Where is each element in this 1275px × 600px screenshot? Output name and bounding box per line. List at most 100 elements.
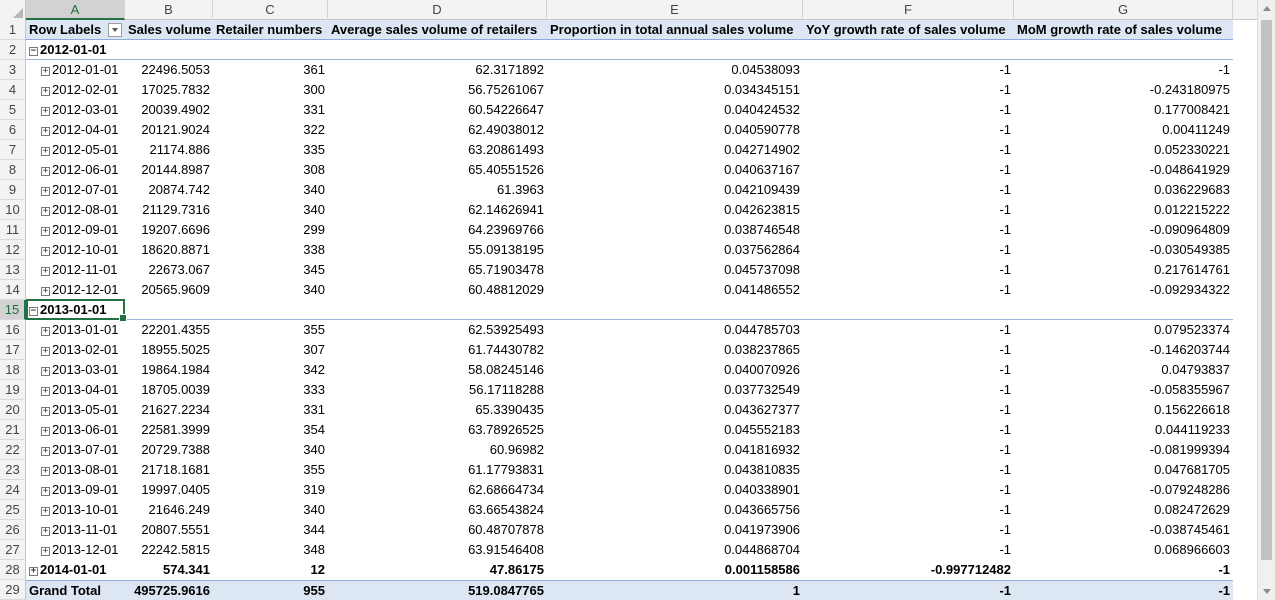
cell-retailer-numbers[interactable]: 338 [303,242,325,257]
row-label-cell[interactable]: +2013-04-01 [26,380,125,400]
row-label-cell[interactable]: +2013-01-01 [26,320,125,340]
cell-sales-volume[interactable]: 20565.9609 [141,282,210,297]
cell-average-sales[interactable]: 62.3171892 [475,62,544,77]
cell-mom-growth[interactable]: 0.00411249 [1162,122,1230,137]
select-all-corner[interactable] [0,0,26,20]
cell-sales-volume[interactable]: 574.341 [163,562,210,577]
cell-sales-volume[interactable]: 17025.7832 [141,82,210,97]
row-number[interactable]: 9 [0,180,26,200]
cell-sales-volume[interactable]: 495725.9616 [134,583,210,598]
cell-mom-growth[interactable]: -0.030549385 [1149,242,1230,257]
cell-average-sales[interactable]: 65.40551526 [468,162,544,177]
row-label-cell[interactable]: +2012-02-01 [26,80,125,100]
cell-sales-volume[interactable]: 20729.7388 [141,442,210,457]
row-number[interactable]: 22 [0,440,26,460]
column-header-e[interactable]: E [547,0,803,20]
row-number[interactable]: 24 [0,480,26,500]
row-number[interactable]: 13 [0,260,26,280]
row-label-cell[interactable]: +2012-01-01 [26,60,125,80]
cell-retailer-numbers[interactable]: 333 [303,382,325,397]
expand-toggle-icon[interactable]: + [41,206,50,216]
cell-proportion[interactable]: 0.042714902 [724,142,800,157]
cell-yoy-growth[interactable]: -1 [999,402,1011,417]
cell-sales-volume[interactable]: 20807.5551 [141,522,210,537]
cell-mom-growth[interactable]: -0.048641929 [1149,162,1230,177]
cell-mom-growth[interactable]: 0.217614761 [1154,262,1230,277]
cell-average-sales[interactable]: 61.3963 [497,182,544,197]
expand-toggle-icon[interactable]: + [41,146,50,156]
cell-average-sales[interactable]: 62.53925493 [468,322,544,337]
cell-average-sales[interactable]: 65.71903478 [468,262,544,277]
row-number[interactable]: 29 [0,580,26,600]
row-number[interactable]: 20 [0,400,26,420]
column-header-g[interactable]: G [1014,0,1233,20]
cell-average-sales[interactable]: 61.74430782 [468,342,544,357]
cell-mom-growth[interactable]: -0.079248286 [1149,482,1230,497]
cell-proportion[interactable]: 0.041973906 [724,522,800,537]
cell-retailer-numbers[interactable]: 342 [303,362,325,377]
cell-retailer-numbers[interactable]: 348 [303,542,325,557]
expand-toggle-icon[interactable]: + [41,66,50,76]
row-number[interactable]: 14 [0,280,26,300]
cell-yoy-growth[interactable]: -1 [999,502,1011,517]
cell-average-sales[interactable]: 62.14626941 [468,202,544,217]
row-number[interactable]: 3 [0,60,26,80]
row-number[interactable]: 11 [0,220,26,240]
cell-sales-volume[interactable]: 18620.8871 [141,242,210,257]
expand-toggle-icon[interactable]: + [41,326,50,336]
cell-average-sales[interactable]: 56.75261067 [468,82,544,97]
expand-toggle-icon[interactable]: + [29,566,38,576]
cell-mom-growth[interactable]: -0.058355967 [1149,382,1230,397]
cell-average-sales[interactable]: 55.09138195 [468,242,544,257]
expand-toggle-icon[interactable]: + [41,406,50,416]
cell-mom-growth[interactable]: -0.081999394 [1149,442,1230,457]
cell-mom-growth[interactable]: -0.092934322 [1149,282,1230,297]
cell-mom-growth[interactable]: -0.038745461 [1149,522,1230,537]
cell-retailer-numbers[interactable]: 12 [310,562,325,577]
cell-retailer-numbers[interactable]: 331 [303,102,325,117]
row-labels-header[interactable]: Row Labels [26,20,125,40]
cell-sales-volume[interactable]: 21627.2234 [141,402,210,417]
row-label-cell[interactable]: +2012-12-01 [26,280,125,300]
cell-retailer-numbers[interactable]: 340 [303,442,325,457]
row-number[interactable]: 5 [0,100,26,120]
cell-mom-growth[interactable]: -1 [1218,562,1230,577]
expand-toggle-icon[interactable]: + [41,366,50,376]
cell-sales-volume[interactable]: 22673.067 [148,262,210,277]
column-header-c[interactable]: C [213,0,328,20]
cell-mom-growth[interactable]: 0.082472629 [1154,502,1230,517]
cell-retailer-numbers[interactable]: 319 [303,482,325,497]
cell-proportion[interactable]: 0.043665756 [724,502,800,517]
cell-proportion[interactable]: 0.04538093 [731,62,800,77]
cell-average-sales[interactable]: 62.49038012 [468,122,544,137]
cell-proportion[interactable]: 0.044868704 [724,542,800,557]
cell-mom-growth[interactable]: -1 [1218,62,1230,77]
row-number[interactable]: 15 [0,300,26,320]
row-number[interactable]: 2 [0,40,26,60]
row-label-cell[interactable]: +2013-11-01 [26,520,125,540]
cell-yoy-growth[interactable]: -1 [999,382,1011,397]
row-label-cell[interactable]: +2013-10-01 [26,500,125,520]
cell-proportion[interactable]: 0.043627377 [724,402,800,417]
cell-average-sales[interactable]: 64.23969766 [468,222,544,237]
cell-proportion[interactable]: 0.041816932 [724,442,800,457]
cell-retailer-numbers[interactable]: 340 [303,202,325,217]
cell-sales-volume[interactable]: 21174.886 [149,142,211,157]
row-label-cell[interactable]: +2013-03-01 [26,360,125,380]
cell-mom-growth[interactable]: 0.012215222 [1154,202,1230,217]
cell-mom-growth[interactable]: -0.243180975 [1149,82,1230,97]
cell-proportion[interactable]: 0.037562864 [724,242,800,257]
header-retailer-numbers[interactable]: Retailer numbers [216,22,323,37]
header-mom-growth[interactable]: MoM growth rate of sales volume [1017,22,1223,37]
cell-sales-volume[interactable]: 20874.742 [148,182,210,197]
expand-toggle-icon[interactable]: + [41,346,50,356]
cell-retailer-numbers[interactable]: 299 [303,222,325,237]
cell-yoy-growth[interactable]: -1 [999,102,1011,117]
cell-yoy-growth[interactable]: -1 [999,62,1011,77]
cell-yoy-growth[interactable]: -1 [999,142,1011,157]
cell-mom-growth[interactable]: 0.047681705 [1154,462,1230,477]
cell-proportion[interactable]: 0.040070926 [724,362,800,377]
column-header-d[interactable]: D [328,0,547,20]
row-number[interactable]: 12 [0,240,26,260]
cell-average-sales[interactable]: 60.48812029 [468,282,544,297]
